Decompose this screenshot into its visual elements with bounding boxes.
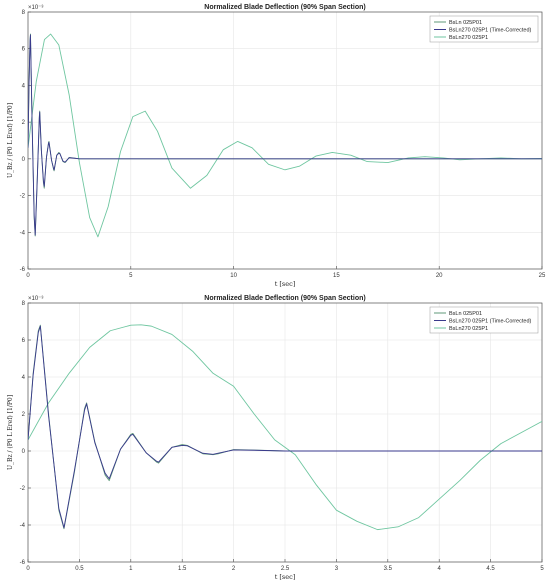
y-tick-label: -4 bbox=[20, 523, 26, 529]
x-tick-label: 4.5 bbox=[486, 566, 495, 572]
legend-box bbox=[429, 306, 539, 334]
x-tick-label: 1 bbox=[129, 566, 133, 572]
x-tick-label: 4 bbox=[438, 566, 442, 572]
y-tick-label: 4 bbox=[22, 83, 26, 89]
chart-title: Normalized Blade Deflection (90% Span Se… bbox=[204, 4, 365, 11]
x-tick-label: 2 bbox=[232, 566, 236, 572]
legend-entry: BsLn 025P01 bbox=[449, 20, 482, 26]
legend-entry: BsLn 025P01 bbox=[449, 311, 482, 317]
y-exponent-label: ×10⁻³ bbox=[28, 296, 43, 302]
series-line-2 bbox=[28, 324, 542, 531]
legend-box bbox=[429, 15, 539, 43]
x-tick-label: 0.5 bbox=[75, 566, 84, 572]
x-tick-label: 25 bbox=[539, 273, 546, 279]
series-line-1 bbox=[28, 34, 542, 236]
series-line-2 bbox=[28, 33, 542, 238]
y-tick-label: 0 bbox=[22, 157, 26, 163]
series-line-1 bbox=[28, 325, 542, 529]
y-tick-label: -4 bbox=[20, 230, 26, 236]
axes-box bbox=[27, 302, 543, 563]
x-tick-label: 3.5 bbox=[384, 566, 393, 572]
legend-entry: BsLn270 025P1 bbox=[449, 35, 488, 41]
x-tick-label: 20 bbox=[436, 273, 443, 279]
x-tick-label: 15 bbox=[333, 273, 340, 279]
chart-title: Normalized Blade Deflection (90% Span Se… bbox=[204, 295, 365, 302]
legend-entry: BsLn270 025P1 (Time-Corrected) bbox=[449, 319, 532, 325]
y-tick-label: 8 bbox=[22, 301, 26, 307]
chart-svg: 0 5 10 15 20 25 -6 -4 -2 0 2 4 6 8×10⁻³ Normalized Bla… bbox=[7, 4, 546, 288]
x-tick-label: 3 bbox=[335, 566, 339, 572]
x-tick-label: 5 bbox=[129, 273, 133, 279]
y-tick-label: -6 bbox=[20, 267, 26, 273]
x-tick-label: 0 bbox=[26, 566, 30, 572]
y-tick-label: 2 bbox=[22, 412, 26, 418]
x-tick-label: 0 bbox=[26, 273, 30, 279]
y-tick-label: -6 bbox=[20, 560, 26, 566]
y-tick-label: -2 bbox=[20, 486, 26, 492]
chart-zoomed-time-range: 0 0.5 1 1.5 2 2.5 3 3.5 4 4.5 5 -6 -4 -2 0 2 4 6 8 ×10⁻³ Nor… bbox=[0, 291, 550, 583]
x-tick-label: 10 bbox=[230, 273, 237, 279]
y-tick-label: 8 bbox=[22, 10, 26, 16]
chart-svg: 0 0.5 1 1.5 2 2.5 3 3.5 4 4.5 5 -6 -4 -2 0 2 4 6 8×10⁻³ Nor… bbox=[7, 295, 544, 581]
y-tick-label: 2 bbox=[22, 120, 26, 126]
x-axis-label: t [sec] bbox=[275, 573, 296, 581]
x-tick-label: 2.5 bbox=[281, 566, 290, 572]
x-axis-label: t [sec] bbox=[275, 280, 296, 288]
plot-area bbox=[28, 12, 542, 269]
y-tick-label: 6 bbox=[22, 47, 26, 53]
y-tick-label: 6 bbox=[22, 338, 26, 344]
x-tick-label: 1.5 bbox=[178, 566, 187, 572]
x-tick-label: 5 bbox=[540, 566, 544, 572]
y-tick-label: 4 bbox=[22, 375, 26, 381]
chart-full-time-range: 0 5 10 15 20 25 -6 -4 -2 0 2 4 6 8 ×10⁻³ Normalized Bla… bbox=[0, 0, 550, 290]
y-axis-label: U_Bz / (P0 L Eref) [1/P0] bbox=[7, 103, 14, 178]
y-exponent-label: ×10⁻³ bbox=[28, 5, 43, 11]
y-tick-label: -2 bbox=[20, 194, 26, 200]
y-axis-label: U_Bz / (P0 L Eref) [1/P0] bbox=[7, 395, 14, 470]
legend-entry: BsLn270 025P1 (Time-Corrected) bbox=[449, 28, 532, 34]
legend-entry: BsLn270 025P1 bbox=[449, 326, 488, 332]
y-tick-label: 0 bbox=[22, 449, 26, 455]
